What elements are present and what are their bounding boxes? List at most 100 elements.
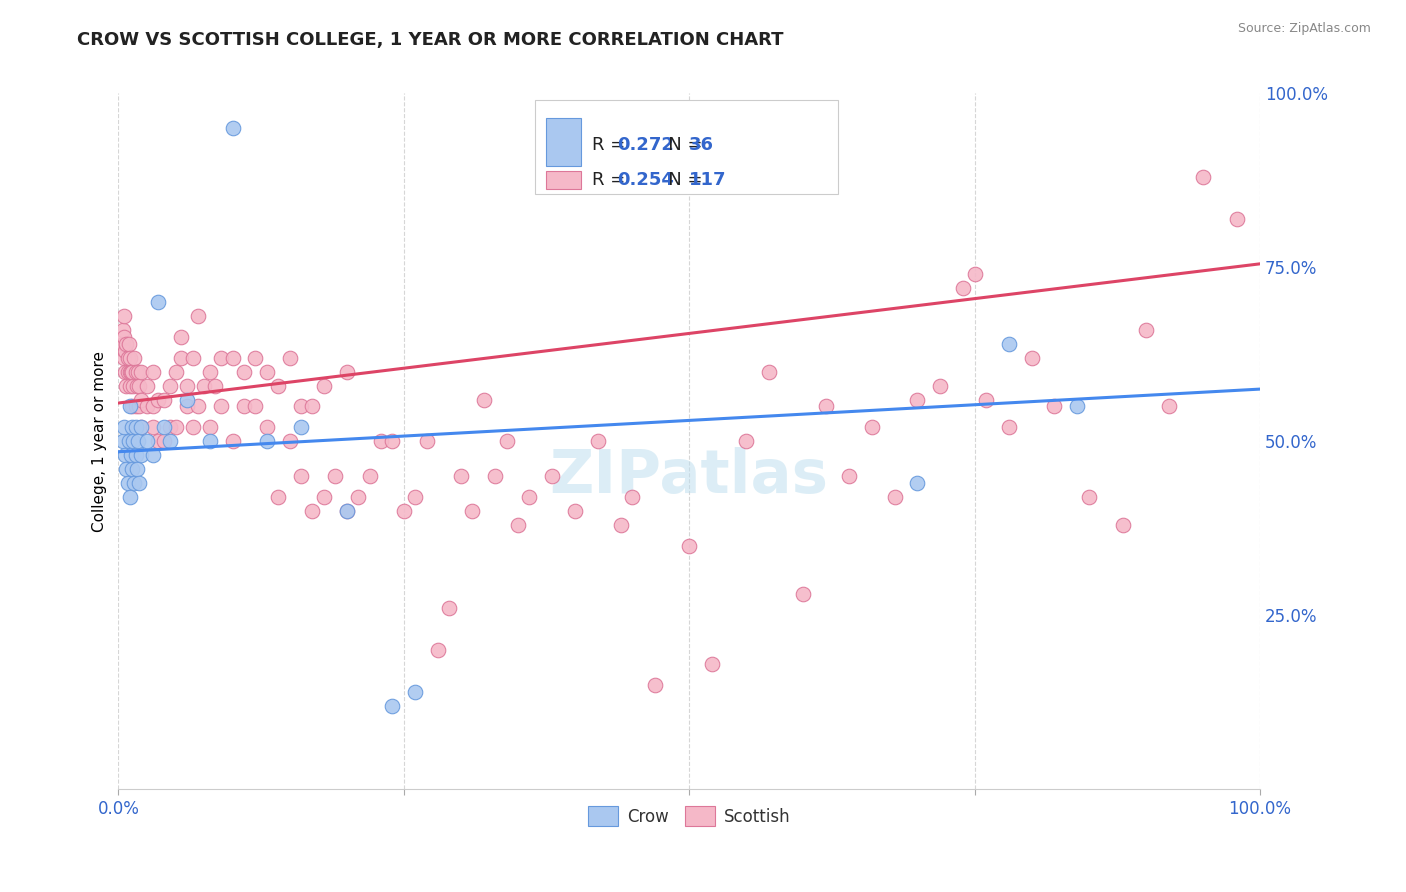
Point <box>290 420 312 434</box>
Point <box>245 400 267 414</box>
Point <box>735 434 758 449</box>
Point <box>114 365 136 379</box>
Point <box>121 462 143 476</box>
Point <box>122 378 145 392</box>
Point <box>758 365 780 379</box>
Point <box>136 434 159 449</box>
Text: R =: R = <box>592 136 631 153</box>
Point <box>278 351 301 365</box>
Point <box>112 420 135 434</box>
FancyBboxPatch shape <box>547 171 581 189</box>
Point <box>121 420 143 434</box>
Point <box>129 420 152 434</box>
Point <box>153 420 176 434</box>
Point <box>1043 400 1066 414</box>
Point <box>115 337 138 351</box>
Point <box>997 420 1019 434</box>
Point <box>347 490 370 504</box>
Point <box>117 476 139 491</box>
Point <box>159 378 181 392</box>
Point <box>370 434 392 449</box>
Point <box>1226 211 1249 226</box>
Point <box>221 351 243 365</box>
Point <box>124 400 146 414</box>
Point <box>193 378 215 392</box>
Point <box>472 392 495 407</box>
Point <box>792 587 814 601</box>
FancyBboxPatch shape <box>547 118 581 167</box>
Point <box>112 309 135 323</box>
Point <box>125 378 148 392</box>
Point <box>233 400 256 414</box>
Point <box>290 400 312 414</box>
Point <box>181 351 204 365</box>
Point <box>952 281 974 295</box>
Point <box>153 392 176 407</box>
Text: 117: 117 <box>689 170 727 188</box>
Point <box>118 400 141 414</box>
Point <box>111 337 134 351</box>
Point <box>586 434 609 449</box>
Point <box>118 378 141 392</box>
Point <box>209 351 232 365</box>
Point <box>278 434 301 449</box>
Point <box>336 504 359 518</box>
Point <box>153 434 176 449</box>
Point <box>127 365 149 379</box>
Point <box>118 434 141 449</box>
Text: N =: N = <box>651 170 709 188</box>
Point <box>1021 351 1043 365</box>
Point <box>929 378 952 392</box>
Point <box>221 121 243 136</box>
Point <box>209 400 232 414</box>
Point <box>301 504 323 518</box>
Point <box>245 351 267 365</box>
Point <box>129 420 152 434</box>
Point <box>118 365 141 379</box>
Point <box>204 378 226 392</box>
Point <box>336 504 359 518</box>
Point <box>117 351 139 365</box>
Point <box>838 469 860 483</box>
Point <box>860 420 883 434</box>
Point <box>506 517 529 532</box>
Text: CROW VS SCOTTISH COLLEGE, 1 YEAR OR MORE CORRELATION CHART: CROW VS SCOTTISH COLLEGE, 1 YEAR OR MORE… <box>77 31 783 49</box>
Text: R =: R = <box>592 170 631 188</box>
Point <box>121 365 143 379</box>
Point <box>404 685 426 699</box>
Point <box>233 365 256 379</box>
Point <box>381 434 404 449</box>
Point <box>121 400 143 414</box>
Point <box>974 392 997 407</box>
Point <box>176 400 198 414</box>
Point <box>114 448 136 462</box>
Point <box>484 469 506 483</box>
Point <box>129 448 152 462</box>
Point <box>883 490 905 504</box>
Text: 36: 36 <box>689 136 714 153</box>
Point <box>427 643 450 657</box>
Point <box>125 462 148 476</box>
Point <box>129 365 152 379</box>
Point <box>187 309 209 323</box>
Point <box>142 365 165 379</box>
Point <box>450 469 472 483</box>
Point <box>198 365 221 379</box>
Point <box>301 400 323 414</box>
Point <box>115 462 138 476</box>
Point <box>165 420 187 434</box>
Point <box>148 434 170 449</box>
Point <box>1135 323 1157 337</box>
Point <box>111 434 134 449</box>
Point <box>159 434 181 449</box>
Point <box>122 434 145 449</box>
Point <box>148 392 170 407</box>
Point <box>517 490 540 504</box>
Point <box>963 267 986 281</box>
Point <box>117 365 139 379</box>
Point <box>128 400 150 414</box>
Point <box>221 434 243 449</box>
Point <box>381 698 404 713</box>
Point <box>159 420 181 434</box>
Point <box>176 378 198 392</box>
